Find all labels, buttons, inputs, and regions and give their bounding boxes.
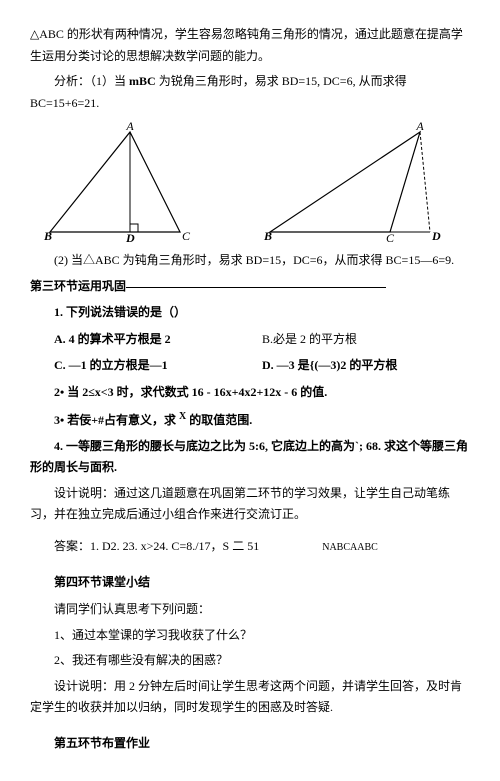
figures-row: A B C D A B C D <box>30 122 470 242</box>
answers-line: 答案：1. D2. 23. x>24. C=8./17，S 二 51 NABCA… <box>30 536 470 558</box>
q1-opt-a: A. 4 的算术平方根是 2 <box>54 329 262 351</box>
label-C2: C <box>386 231 395 242</box>
figure-2: A B C D <box>250 122 470 242</box>
label-D2: D <box>431 229 441 242</box>
s4-design: 设计说明：用 2 分钟左后时间让学生思考这两个问题，并请学生回答，及时肯定学生的… <box>30 676 470 719</box>
section-3-header: 第三环节运用巩固 <box>30 276 470 298</box>
analysis-prefix: 分析：（1）当 <box>54 74 129 88</box>
intro-paragraph: △ABC 的形状有两种情况，学生容易忽略钝角三角形的情况，通过此题意在提高学生运… <box>30 24 470 67</box>
label-B: B <box>43 229 52 242</box>
q3-prefix: 3• 若佞+#占有意义，求 <box>54 413 179 427</box>
analysis-bold: mBC <box>129 74 156 88</box>
triangle-obtuse-svg: A B C D <box>250 122 450 242</box>
case2-line: (2) 当△ABC 为钝角三角形时，易求 BD=15，DC=6，从而求得 BC=… <box>30 250 470 272</box>
triangle-outline <box>50 132 180 232</box>
label-C: C <box>182 229 191 242</box>
s4-q2: 2、我还有哪些没有解决的困惑？ <box>30 650 470 672</box>
answers-text: 答案：1. D2. 23. x>24. C=8./17，S 二 51 <box>54 539 259 553</box>
design-note-1: 设计说明：通过这几道题意在巩固第二环节的学习效果，让学生自己动笔练习，并在独立完… <box>30 483 470 526</box>
label-B2: B <box>263 229 272 242</box>
figure-1: A B C D <box>30 122 250 242</box>
section3-title: 第三环节运用巩固 <box>30 279 126 293</box>
q2: 2• 当 2≤x<3 时，求代数式 16 - 16x+4x2+12x - 6 的… <box>30 382 470 404</box>
altitude-dashed <box>420 132 430 232</box>
triangle-outline-2 <box>270 132 420 232</box>
s4-q1: 1、通过本堂课的学习我收获了什么？ <box>30 625 470 647</box>
q3: 3• 若佞+#占有意义，求 X 的取值范围. <box>30 408 470 432</box>
q1-opt-c: C. —1 的立方根是—1 <box>54 355 262 377</box>
section5-title: 第五环节布置作业 <box>30 733 470 755</box>
label-A: A <box>125 122 134 133</box>
label-D: D <box>125 231 135 242</box>
triangle-acute-svg: A B C D <box>30 122 200 242</box>
q1-stem: 1. 下列说法错误的是（） <box>30 302 470 324</box>
q1-opt-d: D. —3 是{(—3)2 的平方根 <box>262 355 470 377</box>
q4: 4. 一等腰三角形的腰长与底边之比为 5:6, 它底边上的高为`; 68. 求这… <box>30 436 470 479</box>
answers-right-text: NABCAABC <box>322 542 378 553</box>
q1-opt-b: B.必是 2 的平方根 <box>262 329 470 351</box>
analysis-line: 分析：（1）当 mBC 为锐角三角形时，易求 BD=15, DC=6, 从而求得… <box>30 71 470 114</box>
q3-suffix: 的取值范围. <box>186 413 252 427</box>
s4-intro: 请同学们认真思考下列问题： <box>30 599 470 621</box>
section3-underline <box>126 286 386 288</box>
q1-options: A. 4 的算术平方根是 2 B.必是 2 的平方根 C. —1 的立方根是—1… <box>54 327 470 378</box>
section4-title: 第四环节课堂小结 <box>30 572 470 594</box>
label-A2: A <box>415 122 424 133</box>
